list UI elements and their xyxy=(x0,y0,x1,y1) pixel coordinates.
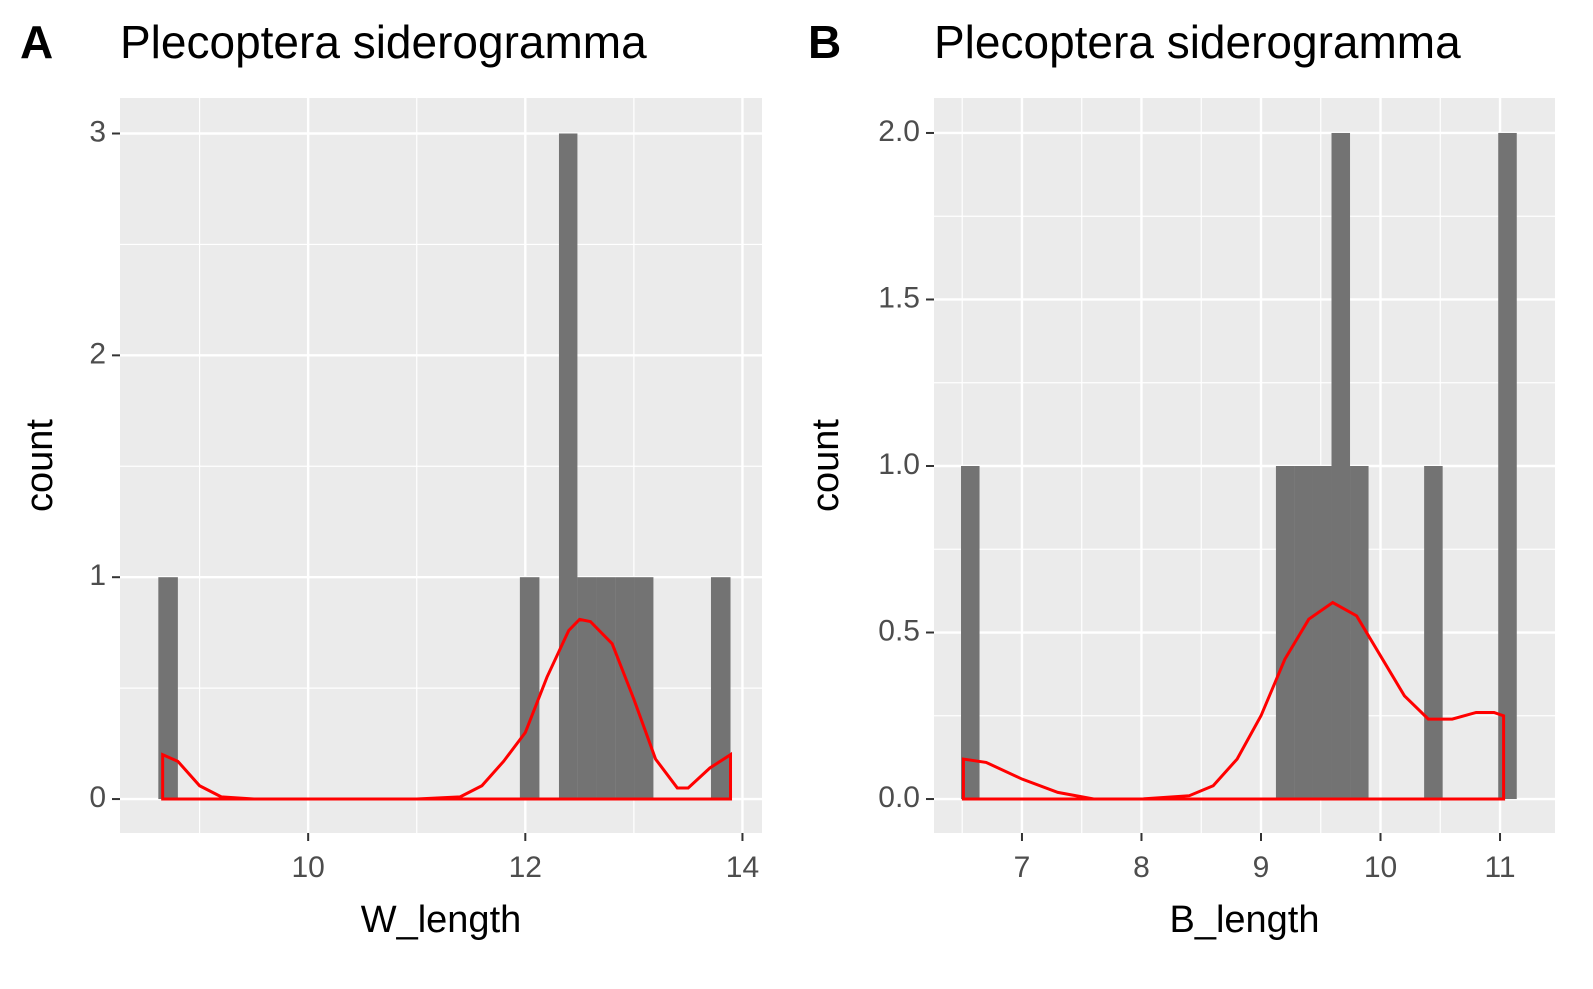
bar xyxy=(634,577,654,800)
x-tick-label: 9 xyxy=(1253,851,1270,884)
y-tick-label: 0.0 xyxy=(878,781,920,814)
y-tick-label: 3 xyxy=(89,115,106,148)
y-tick-label: 2 xyxy=(89,337,106,370)
panel-tag: B xyxy=(808,16,841,68)
y-axis-title: count xyxy=(805,419,847,512)
bar xyxy=(1312,465,1332,800)
y-tick-label: 1.0 xyxy=(878,448,920,481)
x-tick-label: 7 xyxy=(1014,851,1031,884)
bar xyxy=(519,577,540,800)
bar xyxy=(961,465,980,800)
x-axis-title: B_length xyxy=(1169,899,1319,941)
bar xyxy=(596,577,616,800)
chart-title: Plecoptera siderogramma xyxy=(120,16,647,68)
bar xyxy=(710,577,731,800)
y-tick-label: 0 xyxy=(89,781,106,814)
panel-tag: A xyxy=(20,16,53,68)
y-axis-title: count xyxy=(19,419,61,512)
y-tick-label: 2.0 xyxy=(878,115,920,148)
x-tick-label: 10 xyxy=(1364,851,1397,884)
bar xyxy=(1498,132,1517,800)
chart-title: Plecoptera siderogramma xyxy=(934,16,1461,68)
x-tick-label: 11 xyxy=(1484,851,1515,884)
bar xyxy=(1294,465,1313,800)
bar xyxy=(615,577,635,800)
x-axis-title: W_length xyxy=(361,899,522,941)
bar xyxy=(577,577,597,800)
bar xyxy=(158,577,178,800)
x-tick-label: 8 xyxy=(1133,851,1150,884)
bar xyxy=(558,133,578,800)
x-tick-label: 10 xyxy=(291,851,324,884)
bar xyxy=(1424,465,1443,800)
density-curve xyxy=(161,617,733,801)
x-tick-label: 12 xyxy=(509,851,542,884)
bar xyxy=(1350,465,1369,800)
x-tick-label: 14 xyxy=(726,851,759,884)
density-curve xyxy=(961,600,1506,801)
y-tick-label: 1.5 xyxy=(878,281,920,314)
bar xyxy=(1275,465,1295,800)
bar xyxy=(1331,132,1351,800)
y-tick-label: 1 xyxy=(89,559,106,592)
y-tick-label: 0.5 xyxy=(878,614,920,647)
plot-background xyxy=(120,98,762,833)
